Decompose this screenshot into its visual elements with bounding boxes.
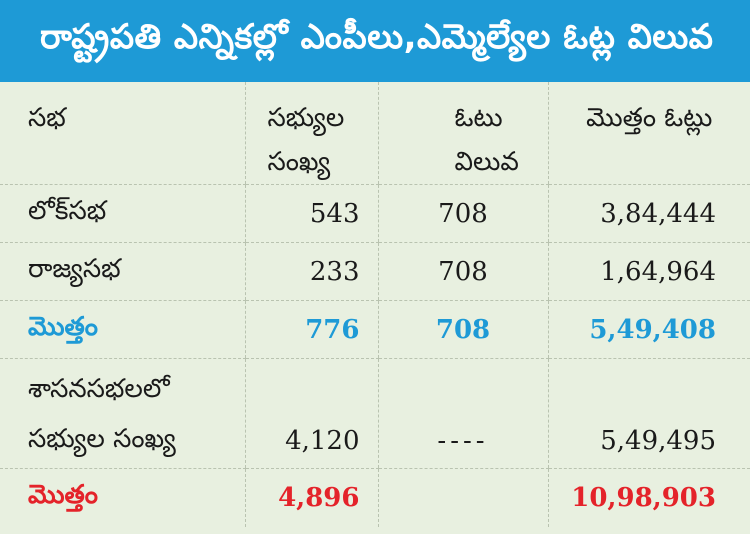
- header-vote-line2: విలువ: [454, 147, 519, 177]
- header-vote-line1: ఓటు: [454, 103, 503, 133]
- row-vote-value: [377, 468, 548, 527]
- row-members: 776: [244, 300, 378, 359]
- row-vote-value: 708: [377, 300, 548, 359]
- title: రాష్ట్రపతి ఎన్నికల్లో ఎంపీలు,ఎమ్మెల్యేల …: [40, 17, 714, 57]
- row-vote-value: 708: [377, 242, 548, 301]
- header-members-line2: సంఖ్య: [267, 147, 331, 177]
- subtotal-row: మొత్తం 776 708 5,49,408: [0, 300, 750, 359]
- row-members: 4,120: [244, 358, 378, 469]
- row-vote-value: ----: [377, 358, 548, 469]
- header-house: సభ: [0, 82, 245, 185]
- row-members: 543: [244, 184, 378, 243]
- row-members: 233: [244, 242, 378, 301]
- row-house-line2: సభ్యుల సంఖ్య: [28, 424, 176, 454]
- header-total-votes-label: మొత్తం ఓట్లు: [586, 103, 713, 133]
- header-members-line1: సభ్యుల: [267, 103, 345, 133]
- table-row: శాసనసభలలో సభ్యుల సంఖ్య 4,120 ---- 5,49,4…: [0, 358, 750, 469]
- votes-table-container: సభ సభ్యుల సంఖ్య ఓటు విలువ మొత్తం ఓట్లు ల…: [0, 82, 750, 534]
- row-total-votes: 5,49,408: [547, 300, 750, 359]
- row-house-line1: శాసనసభలలో: [28, 374, 170, 404]
- grand-total-row: మొత్తం 4,896 10,98,903: [0, 468, 750, 527]
- header-vote-value: ఓటు విలువ: [377, 82, 548, 185]
- row-total-votes: 3,84,444: [547, 184, 750, 243]
- table-row: రాజ్యసభ 233 708 1,64,964: [0, 242, 750, 301]
- header-total-votes: మొత్తం ఓట్లు: [547, 82, 750, 185]
- header-members: సభ్యుల సంఖ్య: [244, 82, 378, 185]
- row-house: శాసనసభలలో సభ్యుల సంఖ్య: [0, 358, 245, 469]
- row-vote-value: 708: [377, 184, 548, 243]
- row-total-votes: 1,64,964: [547, 242, 750, 301]
- table-header-row: సభ సభ్యుల సంఖ్య ఓటు విలువ మొత్తం ఓట్లు: [0, 82, 750, 185]
- title-banner: రాష్ట్రపతి ఎన్నికల్లో ఎంపీలు,ఎమ్మెల్యేల …: [0, 0, 750, 82]
- row-house: లోక్‌సభ: [0, 184, 245, 243]
- table-row: లోక్‌సభ 543 708 3,84,444: [0, 184, 750, 243]
- row-members: 4,896: [244, 468, 378, 527]
- row-total-votes: 10,98,903: [547, 468, 750, 527]
- header-house-label: సభ: [28, 103, 66, 133]
- row-house: రాజ్యసభ: [0, 242, 245, 301]
- row-house: మొత్తం: [28, 479, 98, 510]
- row-house: మొత్తం: [0, 300, 245, 359]
- votes-table: సభ సభ్యుల సంఖ్య ఓటు విలువ మొత్తం ఓట్లు ల…: [0, 82, 750, 527]
- row-total-votes: 5,49,495: [547, 358, 750, 469]
